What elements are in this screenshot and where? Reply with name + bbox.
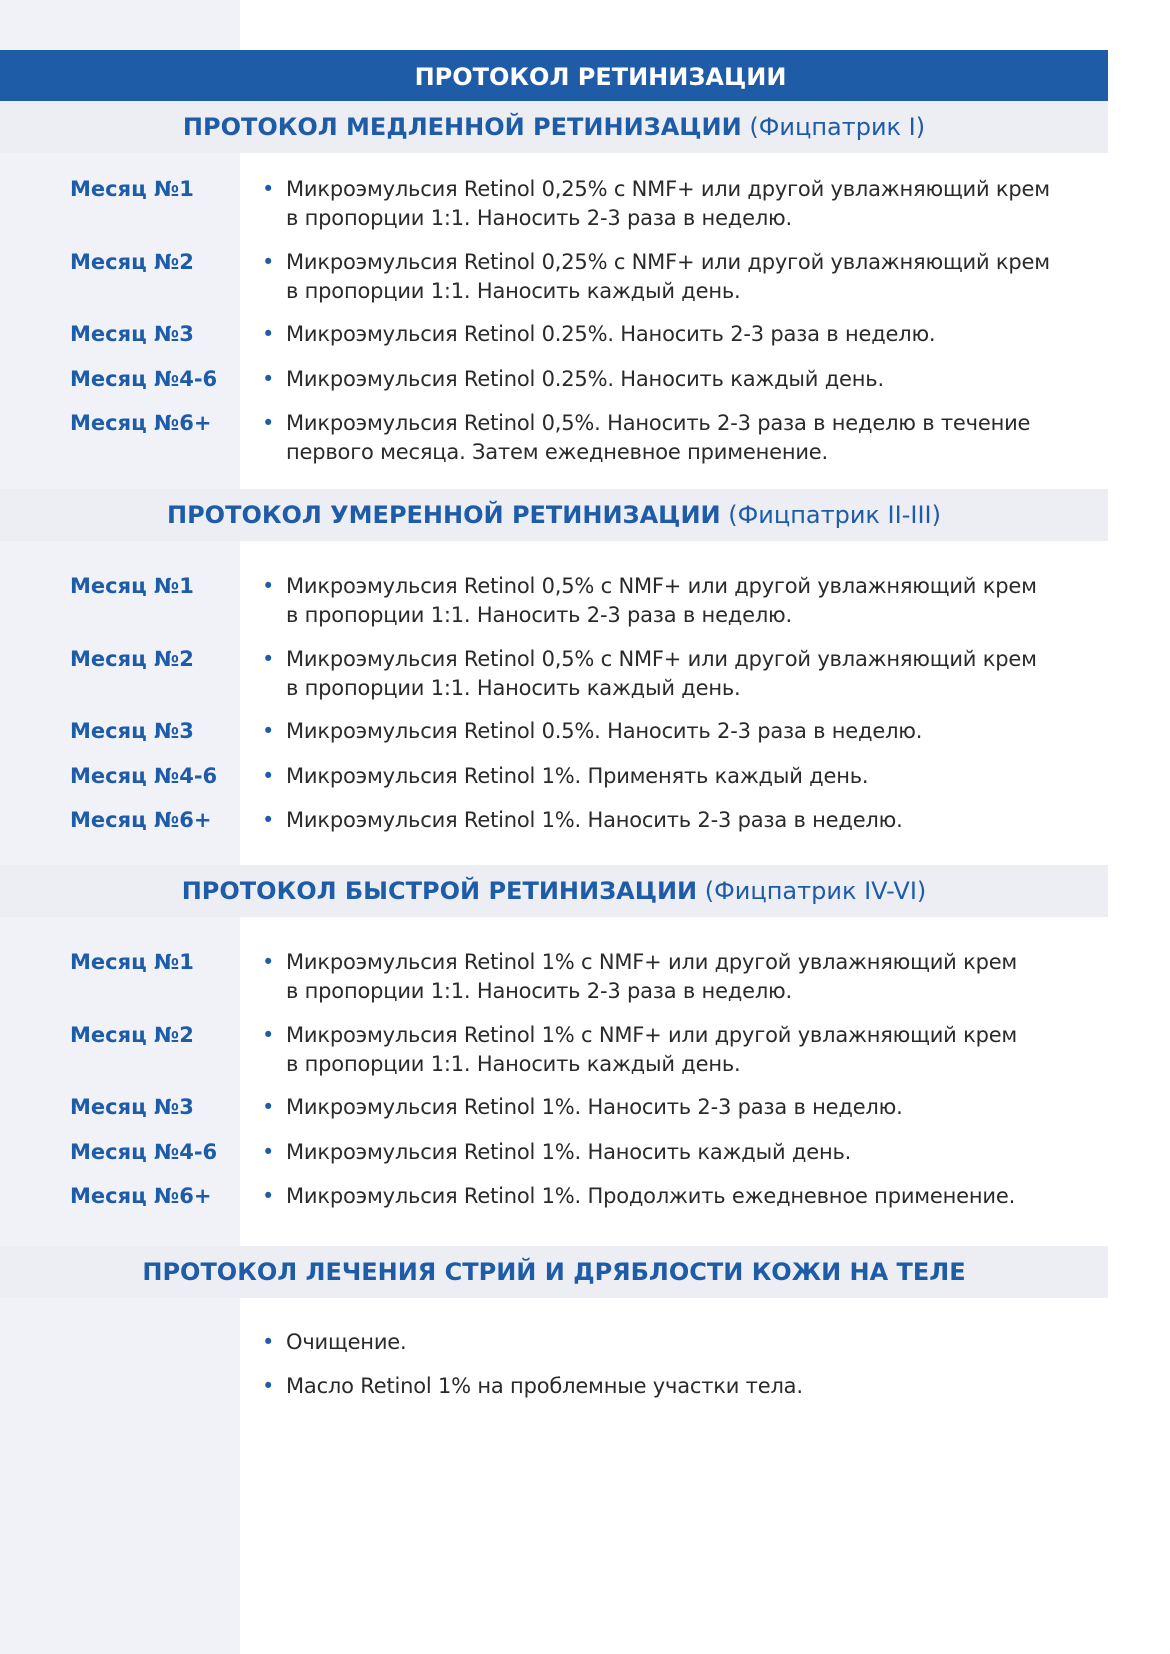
item-text-line: первого месяца. Затем ежедневное примене… (286, 440, 828, 464)
month-label: Месяц №3 (70, 719, 194, 743)
item-text: Микроэмульсия Retinol 1%. Наносить 2-3 р… (286, 1093, 1086, 1122)
bullet-icon: • (262, 950, 275, 974)
bullet-icon: • (262, 250, 275, 274)
month-label: Месяц №4-6 (70, 764, 218, 788)
item-text: Микроэмульсия Retinol 1%. Наносить 2-3 р… (286, 806, 1086, 835)
bullet-icon: • (262, 719, 275, 743)
section-heading-title: ПРОТОКОЛ МЕДЛЕННОЙ РЕТИНИЗАЦИИ (182, 113, 742, 141)
month-label: Месяц №4-6 (70, 367, 218, 391)
item-text-line: Микроэмульсия Retinol 1%. Наносить кажды… (286, 1140, 852, 1164)
item-text: Микроэмульсия Retinol 1% с NMF+ или друг… (286, 1021, 1086, 1079)
bullet-icon: • (262, 764, 275, 788)
item-text: Микроэмульсия Retinol 1%. Наносить кажды… (286, 1138, 1086, 1167)
item-text: Микроэмульсия Retinol 0.25%. Наносить ка… (286, 365, 1086, 394)
bullet-icon: • (262, 177, 275, 201)
item-text-line: Микроэмульсия Retinol 0,5%. Наносить 2-3… (286, 411, 1031, 435)
item-text: Микроэмульсия Retinol 0.5%. Наносить 2-3… (286, 717, 1086, 746)
bullet-icon: • (262, 808, 275, 832)
item-text-line: Микроэмульсия Retinol 1%. Наносить 2-3 р… (286, 808, 903, 832)
bullet-icon: • (262, 1184, 275, 1208)
item-text: Масло Retinol 1% на проблемные участки т… (286, 1372, 1086, 1401)
month-label: Месяц №4-6 (70, 1140, 218, 1164)
item-text: Микроэмульсия Retinol 0,25% с NMF+ или д… (286, 248, 1086, 306)
month-label: Месяц №3 (70, 1095, 194, 1119)
month-label: Месяц №6+ (70, 1184, 212, 1208)
item-text-line: Микроэмульсия Retinol 0.25%. Наносить 2-… (286, 322, 936, 346)
item-text-line: в пропорции 1:1. Наносить каждый день. (286, 1052, 741, 1076)
month-label: Месяц №2 (70, 250, 194, 274)
item-text-line: Микроэмульсия Retinol 0.25%. Наносить ка… (286, 367, 884, 391)
section-heading-subtitle: (Фицпатрик IV-VI) (704, 877, 927, 905)
item-text-line: в пропорции 1:1. Наносить 2-3 раза в нед… (286, 979, 792, 1003)
item-text: Микроэмульсия Retinol 0,5% с NMF+ или др… (286, 645, 1086, 703)
page-title: ПРОТОКОЛ РЕТИНИЗАЦИИ (0, 50, 1108, 101)
item-text-line: Микроэмульсия Retinol 1% с NMF+ или друг… (286, 1023, 1018, 1047)
item-text-line: Микроэмульсия Retinol 1%. Наносить 2-3 р… (286, 1095, 903, 1119)
section-heading-title: ПРОТОКОЛ УМЕРЕННОЙ РЕТИНИЗАЦИИ (167, 501, 721, 529)
bullet-icon: • (262, 1140, 275, 1164)
item-text-line: Микроэмульсия Retinol 0,25% с NMF+ или д… (286, 250, 1050, 274)
item-text-line: Микроэмульсия Retinol 0.5%. Наносить 2-3… (286, 719, 923, 743)
month-label: Месяц №1 (70, 950, 194, 974)
month-label: Месяц №1 (70, 574, 194, 598)
bullet-icon: • (262, 1095, 275, 1119)
bullet-icon: • (262, 1023, 275, 1047)
item-text-line: Микроэмульсия Retinol 0,25% с NMF+ или д… (286, 177, 1050, 201)
section-heading-title: ПРОТОКОЛ ЛЕЧЕНИЯ СТРИЙ И ДРЯБЛОСТИ КОЖИ … (142, 1258, 966, 1286)
item-text: Микроэмульсия Retinol 1%. Применять кажд… (286, 762, 1086, 791)
month-label: Месяц №6+ (70, 411, 212, 435)
month-label: Месяц №3 (70, 322, 194, 346)
section-heading: ПРОТОКОЛ УМЕРЕННОЙ РЕТИНИЗАЦИИ (Фицпатри… (0, 489, 1108, 541)
item-text: Микроэмульсия Retinol 0,5% с NMF+ или др… (286, 572, 1086, 630)
bullet-icon: • (262, 647, 275, 671)
month-label: Месяц №1 (70, 177, 194, 201)
item-text-line: Микроэмульсия Retinol 1%. Применять кажд… (286, 764, 869, 788)
item-text-line: в пропорции 1:1. Наносить каждый день. (286, 279, 741, 303)
bullet-icon: • (262, 574, 275, 598)
item-text-line: Очищение. (286, 1330, 407, 1354)
item-text-line: Масло Retinol 1% на проблемные участки т… (286, 1374, 803, 1398)
bullet-icon: • (262, 367, 275, 391)
item-text: Микроэмульсия Retinol 1% с NMF+ или друг… (286, 948, 1086, 1006)
section-heading-title: ПРОТОКОЛ БЫСТРОЙ РЕТИНИЗАЦИИ (181, 877, 698, 905)
section-heading: ПРОТОКОЛ МЕДЛЕННОЙ РЕТИНИЗАЦИИ (Фицпатри… (0, 101, 1108, 153)
item-text-line: Микроэмульсия Retinol 1%. Продолжить еже… (286, 1184, 1016, 1208)
item-text: Микроэмульсия Retinol 1%. Продолжить еже… (286, 1182, 1086, 1211)
section-heading-subtitle: (Фицпатрик II-III) (728, 501, 941, 529)
section-heading-subtitle: (Фицпатрик I) (749, 113, 926, 141)
item-text: Микроэмульсия Retinol 0,5%. Наносить 2-3… (286, 409, 1086, 467)
item-text-line: Микроэмульсия Retinol 0,5% с NMF+ или др… (286, 647, 1037, 671)
bullet-icon: • (262, 1330, 275, 1354)
item-text: Микроэмульсия Retinol 0,25% с NMF+ или д… (286, 175, 1086, 233)
month-label: Месяц №6+ (70, 808, 212, 832)
section-heading: ПРОТОКОЛ БЫСТРОЙ РЕТИНИЗАЦИИ (Фицпатрик … (0, 865, 1108, 917)
item-text-line: Микроэмульсия Retinol 1% с NMF+ или друг… (286, 950, 1018, 974)
item-text-line: в пропорции 1:1. Наносить 2-3 раза в нед… (286, 206, 792, 230)
item-text: Очищение. (286, 1328, 1086, 1357)
left-column-background (0, 0, 240, 1654)
month-label: Месяц №2 (70, 647, 194, 671)
section-heading: ПРОТОКОЛ ЛЕЧЕНИЯ СТРИЙ И ДРЯБЛОСТИ КОЖИ … (0, 1246, 1108, 1298)
bullet-icon: • (262, 1374, 275, 1398)
item-text-line: в пропорции 1:1. Наносить 2-3 раза в нед… (286, 603, 792, 627)
month-label: Месяц №2 (70, 1023, 194, 1047)
item-text: Микроэмульсия Retinol 0.25%. Наносить 2-… (286, 320, 1086, 349)
bullet-icon: • (262, 411, 275, 435)
item-text-line: в пропорции 1:1. Наносить каждый день. (286, 676, 741, 700)
item-text-line: Микроэмульсия Retinol 0,5% с NMF+ или др… (286, 574, 1037, 598)
bullet-icon: • (262, 322, 275, 346)
